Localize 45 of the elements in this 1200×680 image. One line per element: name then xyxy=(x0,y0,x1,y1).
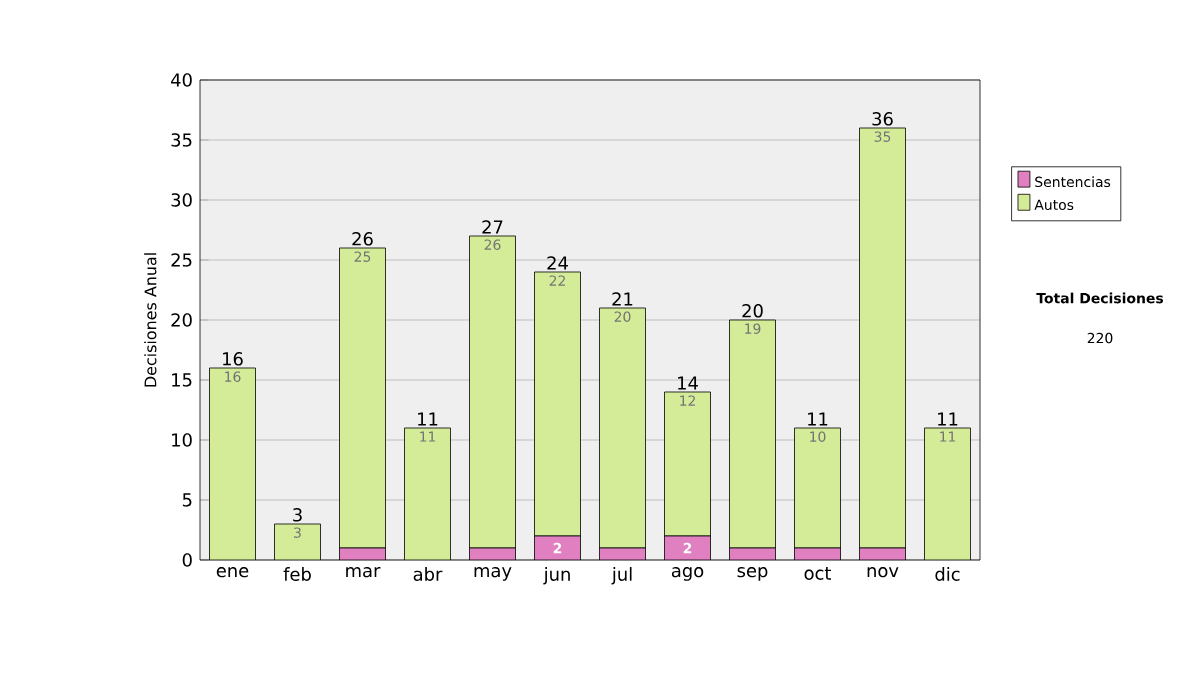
x-tick-label: ago xyxy=(671,567,704,581)
bar xyxy=(274,524,321,560)
x-tick-label: feb xyxy=(283,567,311,581)
y-tick-label: 30 xyxy=(171,193,192,207)
x-tick-label: jun xyxy=(543,567,570,585)
total-label: 3 xyxy=(293,508,302,522)
total-label: 24 xyxy=(547,256,568,270)
total-label: 11 xyxy=(938,412,958,426)
x-tick-label: jul xyxy=(611,567,632,585)
total-label: 16 xyxy=(223,352,243,366)
y-tick-label: 20 xyxy=(171,313,192,327)
y-tick-label: 10 xyxy=(172,433,192,447)
bar xyxy=(599,307,646,549)
y-tick-label: 40 xyxy=(171,73,192,87)
x-tick-label: nov xyxy=(867,567,899,578)
y-tick-label: 15 xyxy=(172,373,192,387)
bar xyxy=(339,247,386,549)
x-tick-label: mar xyxy=(346,567,381,578)
x-tick-label: dic xyxy=(935,567,960,581)
x-tick-label: abr xyxy=(413,567,443,581)
total-label: 26 xyxy=(352,232,373,246)
y-tick-label: 0 xyxy=(182,553,192,567)
total-label: 11 xyxy=(808,412,828,426)
bar xyxy=(859,127,906,549)
total-label: 36 xyxy=(872,112,893,126)
total-label: 27 xyxy=(482,220,503,234)
bar xyxy=(469,235,516,549)
total-label: 20 xyxy=(742,304,763,318)
bar xyxy=(209,367,256,560)
bar xyxy=(924,427,971,560)
bar xyxy=(729,319,776,549)
bar xyxy=(664,391,711,537)
bar xyxy=(794,427,841,549)
total-label: 21 xyxy=(612,292,633,306)
bar xyxy=(534,271,581,537)
total-label: 11 xyxy=(418,412,438,426)
x-tick-label: may xyxy=(474,567,512,581)
x-tick-label: ene xyxy=(216,567,249,578)
x-tick-label: sep xyxy=(737,567,768,581)
y-tick-label: 25 xyxy=(171,253,192,267)
x-tick-label: oct xyxy=(804,567,832,580)
y-tick-label: 35 xyxy=(171,133,192,147)
y-tick-label: 5 xyxy=(182,493,192,507)
total-label: 14 xyxy=(678,376,698,390)
bar xyxy=(404,428,451,560)
